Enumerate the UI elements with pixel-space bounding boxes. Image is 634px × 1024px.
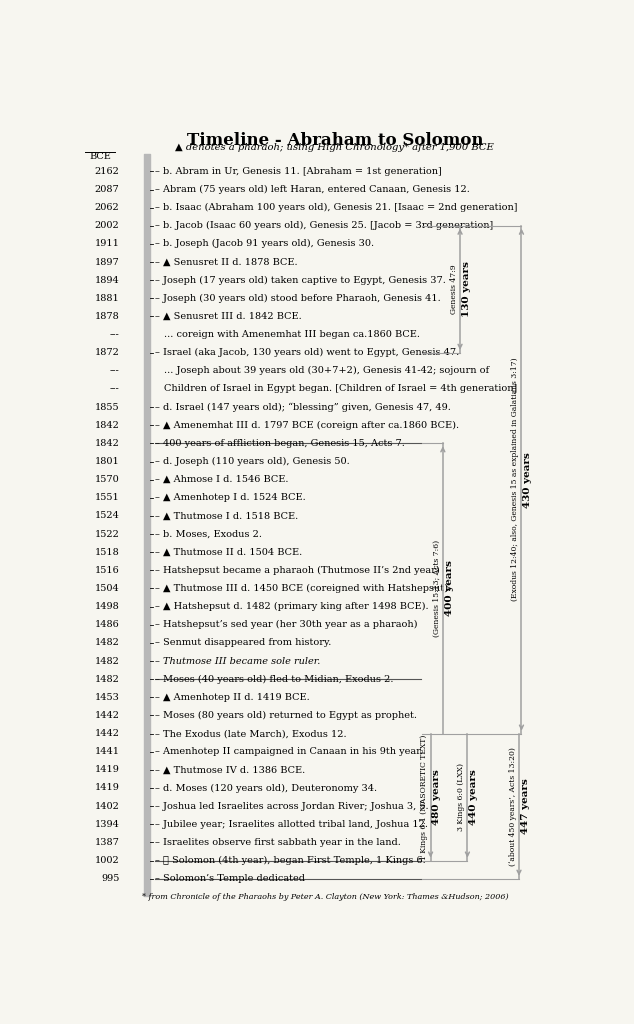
Text: 1842: 1842 bbox=[94, 421, 120, 430]
Text: – ▲ Ahmose I d. 1546 BCE.: – ▲ Ahmose I d. 1546 BCE. bbox=[155, 475, 289, 484]
Text: – The Exodus (late March), Exodus 12.: – The Exodus (late March), Exodus 12. bbox=[155, 729, 347, 738]
Text: – Moses (80 years old) returned to Egypt as prophet.: – Moses (80 years old) returned to Egypt… bbox=[155, 711, 417, 720]
Text: – Moses (40 years old) fled to Midian, Exodus 2.: – Moses (40 years old) fled to Midian, E… bbox=[155, 675, 394, 684]
Text: – Joseph (17 years old) taken captive to Egypt, Genesis 37.: – Joseph (17 years old) taken captive to… bbox=[155, 275, 446, 285]
Text: 1897: 1897 bbox=[95, 258, 120, 266]
Text: ---: --- bbox=[110, 384, 120, 393]
Text: 1387: 1387 bbox=[94, 838, 120, 847]
Text: 1419: 1419 bbox=[94, 765, 120, 774]
Text: Genesis 47:9: Genesis 47:9 bbox=[450, 264, 458, 314]
Text: 1442: 1442 bbox=[94, 711, 120, 720]
Text: – b. Joseph (Jacob 91 years old), Genesis 30.: – b. Joseph (Jacob 91 years old), Genesi… bbox=[155, 240, 375, 249]
Text: ... Joseph about 39 years old (30+7+2), Genesis 41-42; sojourn of: ... Joseph about 39 years old (30+7+2), … bbox=[164, 367, 489, 376]
Text: 2087: 2087 bbox=[95, 185, 120, 194]
Text: – ▲ Amenemhat III d. 1797 BCE (coreign after ca.1860 BCE).: – ▲ Amenemhat III d. 1797 BCE (coreign a… bbox=[155, 421, 460, 430]
Text: – Abram (75 years old) left Haran, entered Canaan, Genesis 12.: – Abram (75 years old) left Haran, enter… bbox=[155, 185, 470, 195]
Text: 1522: 1522 bbox=[94, 529, 120, 539]
Text: – ▲ Senusret II d. 1878 BCE.: – ▲ Senusret II d. 1878 BCE. bbox=[155, 258, 298, 266]
Text: – Israel (aka Jacob, 130 years old) went to Egypt, Genesis 47.: – Israel (aka Jacob, 130 years old) went… bbox=[155, 348, 460, 357]
Text: ▲ denotes a pharaoh; using High Chronology* after 1,900 BCE: ▲ denotes a pharaoh; using High Chronolo… bbox=[176, 142, 494, 152]
Text: 400 years: 400 years bbox=[444, 560, 454, 616]
Text: 1524: 1524 bbox=[94, 511, 120, 520]
Text: – Israelites observe first sabbath year in the land.: – Israelites observe first sabbath year … bbox=[155, 838, 401, 847]
Text: 447 years: 447 years bbox=[521, 778, 530, 834]
Text: 1878: 1878 bbox=[95, 312, 120, 321]
Text: 430 years: 430 years bbox=[523, 452, 533, 508]
Text: – ▲ Thutmose III d. 1450 BCE (coreigned with Hatshepsut).: – ▲ Thutmose III d. 1450 BCE (coreigned … bbox=[155, 584, 451, 593]
Text: 1402: 1402 bbox=[94, 802, 120, 811]
Text: 1855: 1855 bbox=[95, 402, 120, 412]
Text: – b. Moses, Exodus 2.: – b. Moses, Exodus 2. bbox=[155, 529, 262, 539]
Text: – Solomon’s Temple dedicated: – Solomon’s Temple dedicated bbox=[155, 874, 306, 883]
Text: – ▲ Thutmose IV d. 1386 BCE.: – ▲ Thutmose IV d. 1386 BCE. bbox=[155, 765, 306, 774]
Text: 995: 995 bbox=[101, 874, 120, 883]
Text: * from Chronicle of the Pharaohs by Peter A. Clayton (New York: Thames &Hudson; : * from Chronicle of the Pharaohs by Pete… bbox=[141, 893, 508, 901]
Text: – Senmut disappeared from history.: – Senmut disappeared from history. bbox=[155, 638, 332, 647]
Text: 1881: 1881 bbox=[95, 294, 120, 303]
Text: 2062: 2062 bbox=[95, 203, 120, 212]
Text: 1419: 1419 bbox=[94, 783, 120, 793]
Text: ---: --- bbox=[110, 330, 120, 339]
Text: – ▲ Senusret III d. 1842 BCE.: – ▲ Senusret III d. 1842 BCE. bbox=[155, 312, 302, 321]
Text: – b. Jacob (Isaac 60 years old), Genesis 25. [Jacob = 3rd generation]: – b. Jacob (Isaac 60 years old), Genesis… bbox=[155, 221, 494, 230]
Text: (Exodus 12:40; also, Genesis 15 as explained in Galatians 3:17): (Exodus 12:40; also, Genesis 15 as expla… bbox=[511, 357, 519, 601]
Text: 1842: 1842 bbox=[94, 439, 120, 447]
Text: 480 years: 480 years bbox=[432, 769, 441, 825]
Text: (Genesis 15:13; Acts 7:6): (Genesis 15:13; Acts 7:6) bbox=[432, 540, 441, 637]
Text: 1002: 1002 bbox=[95, 856, 120, 865]
Text: 1482: 1482 bbox=[94, 638, 120, 647]
Text: 1441: 1441 bbox=[94, 748, 120, 756]
Text: (‘about 450 years’, Acts 13:20): (‘about 450 years’, Acts 13:20) bbox=[508, 746, 517, 865]
Text: – Joseph (30 years old) stood before Pharaoh, Genesis 41.: – Joseph (30 years old) stood before Pha… bbox=[155, 294, 441, 303]
Text: – ♚ Solomon (4th year), began First Temple, 1 Kings 6.: – ♚ Solomon (4th year), began First Temp… bbox=[155, 856, 426, 865]
Text: 2002: 2002 bbox=[95, 221, 120, 230]
Text: – ▲ Amenhotep I d. 1524 BCE.: – ▲ Amenhotep I d. 1524 BCE. bbox=[155, 494, 306, 503]
Text: 1872: 1872 bbox=[94, 348, 120, 357]
Text: – Amenhotep II campaigned in Canaan in his 9th year.: – Amenhotep II campaigned in Canaan in h… bbox=[155, 748, 424, 756]
Text: 1482: 1482 bbox=[94, 675, 120, 684]
Text: 1498: 1498 bbox=[95, 602, 120, 611]
Text: – ▲ Thutmose I d. 1518 BCE.: – ▲ Thutmose I d. 1518 BCE. bbox=[155, 511, 299, 520]
Text: – d. Joseph (110 years old), Genesis 50.: – d. Joseph (110 years old), Genesis 50. bbox=[155, 457, 350, 466]
Text: 1801: 1801 bbox=[95, 457, 120, 466]
Text: 1482: 1482 bbox=[94, 656, 120, 666]
Text: – d. Israel (147 years old); “blessing” given, Genesis 47, 49.: – d. Israel (147 years old); “blessing” … bbox=[155, 402, 451, 412]
Text: – ▲ Amenhotep II d. 1419 BCE.: – ▲ Amenhotep II d. 1419 BCE. bbox=[155, 693, 310, 701]
Text: 1570: 1570 bbox=[95, 475, 120, 484]
Text: – ▲ Thutmose II d. 1504 BCE.: – ▲ Thutmose II d. 1504 BCE. bbox=[155, 548, 302, 557]
Text: ---: --- bbox=[110, 367, 120, 376]
Text: 130 years: 130 years bbox=[462, 261, 471, 317]
Text: 1442: 1442 bbox=[94, 729, 120, 738]
Text: 1394: 1394 bbox=[94, 820, 120, 828]
Text: – Joshua led Israelites across Jordan River; Joshua 3, 5.: – Joshua led Israelites across Jordan Ri… bbox=[155, 802, 429, 811]
Text: – Hatshepsut’s sed year (her 30th year as a pharaoh): – Hatshepsut’s sed year (her 30th year a… bbox=[155, 621, 418, 630]
Text: 1 Kings 6:1 (MASORETIC TEXT): 1 Kings 6:1 (MASORETIC TEXT) bbox=[420, 734, 428, 860]
Text: Children of Israel in Egypt began. [Children of Israel = 4th generation]: Children of Israel in Egypt began. [Chil… bbox=[164, 384, 517, 393]
Text: 1453: 1453 bbox=[94, 693, 120, 701]
Text: Timeline - Abraham to Solomon: Timeline - Abraham to Solomon bbox=[186, 132, 483, 150]
Text: BCE: BCE bbox=[89, 152, 111, 161]
Text: – Thutmose III became sole ruler.: – Thutmose III became sole ruler. bbox=[155, 656, 321, 666]
Text: – b. Isaac (Abraham 100 years old), Genesis 21. [Isaac = 2nd generation]: – b. Isaac (Abraham 100 years old), Gene… bbox=[155, 203, 518, 212]
Text: – ▲ Hatshepsut d. 1482 (primary king after 1498 BCE).: – ▲ Hatshepsut d. 1482 (primary king aft… bbox=[155, 602, 429, 611]
Text: 1518: 1518 bbox=[95, 548, 120, 557]
Text: – Jubilee year; Israelites allotted tribal land, Joshua 12.: – Jubilee year; Israelites allotted trib… bbox=[155, 820, 429, 828]
Text: 1894: 1894 bbox=[95, 275, 120, 285]
Text: – Hatshepsut became a pharaoh (Thutmose II’s 2nd year): – Hatshepsut became a pharaoh (Thutmose … bbox=[155, 566, 440, 574]
Text: 1551: 1551 bbox=[95, 494, 120, 503]
Text: ... coreign with Amenemhat III began ca.1860 BCE.: ... coreign with Amenemhat III began ca.… bbox=[164, 330, 420, 339]
Text: 3 Kings 6:0 (LXX): 3 Kings 6:0 (LXX) bbox=[457, 763, 465, 831]
Text: – b. Abram in Ur, Genesis 11. [Abraham = 1st generation]: – b. Abram in Ur, Genesis 11. [Abraham =… bbox=[155, 167, 442, 176]
Text: 440 years: 440 years bbox=[469, 769, 478, 825]
Text: 1486: 1486 bbox=[95, 621, 120, 629]
Text: 2162: 2162 bbox=[94, 167, 120, 176]
Text: – d. Moses (120 years old), Deuteronomy 34.: – d. Moses (120 years old), Deuteronomy … bbox=[155, 783, 377, 793]
Text: 1504: 1504 bbox=[95, 584, 120, 593]
Text: – 400 years of affliction began, Genesis 15, Acts 7.: – 400 years of affliction began, Genesis… bbox=[155, 439, 405, 447]
Text: 1516: 1516 bbox=[95, 566, 120, 574]
Text: 1911: 1911 bbox=[94, 240, 120, 249]
